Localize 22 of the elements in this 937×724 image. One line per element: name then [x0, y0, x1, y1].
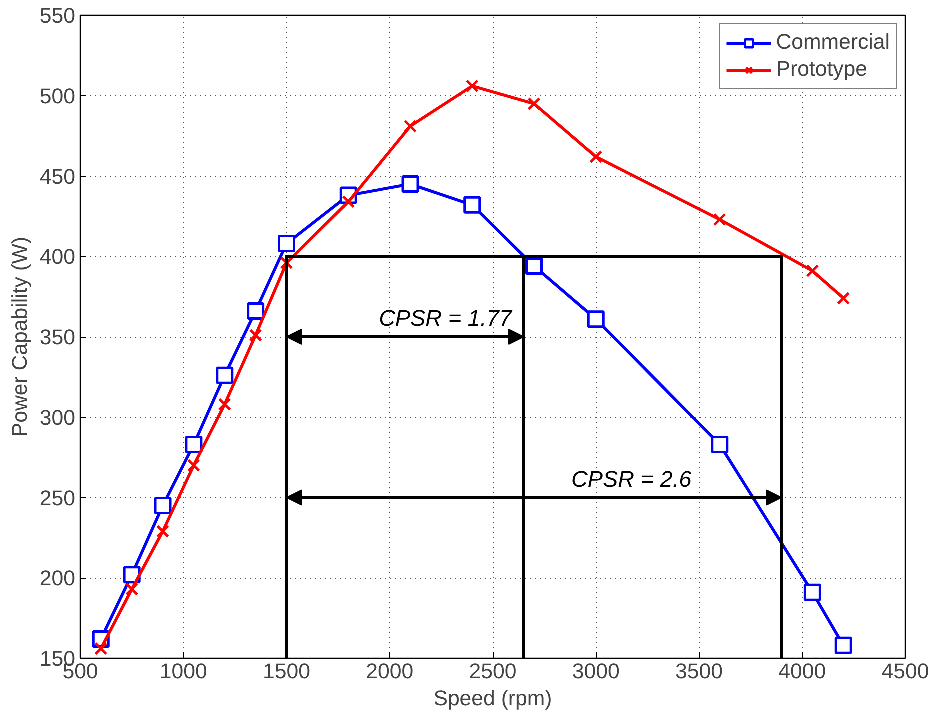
- y-tick-label: 350: [40, 326, 76, 350]
- x-tick-label: 3500: [676, 660, 724, 684]
- y-tick-label: 450: [40, 164, 76, 189]
- x-tick-label: 4500: [882, 660, 930, 684]
- y-tick-label: 200: [40, 566, 76, 591]
- x-tick-label: 3000: [572, 660, 620, 684]
- legend-label: Commercial: [776, 30, 890, 55]
- y-axis-title: Power Capability (W): [8, 236, 32, 438]
- x-tick-label: 2500: [469, 660, 517, 684]
- y-tick-label: 250: [40, 486, 76, 510]
- x-tick-label: 1000: [160, 660, 208, 684]
- annotation: CPSR = 2.6: [571, 466, 692, 492]
- annotation: CPSR = 1.77: [379, 305, 514, 331]
- x-tick-label: 4000: [778, 660, 826, 684]
- x-tick-label: 1500: [263, 660, 311, 684]
- x-tick-label: 2000: [366, 660, 414, 684]
- y-tick-label: 500: [40, 84, 76, 108]
- legend-label: Prototype: [776, 57, 868, 82]
- y-tick-label: 400: [40, 245, 76, 270]
- y-tick-label: 300: [40, 406, 76, 430]
- y-tick-label: 550: [40, 4, 76, 28]
- x-axis-title: Speed (rpm): [434, 686, 552, 710]
